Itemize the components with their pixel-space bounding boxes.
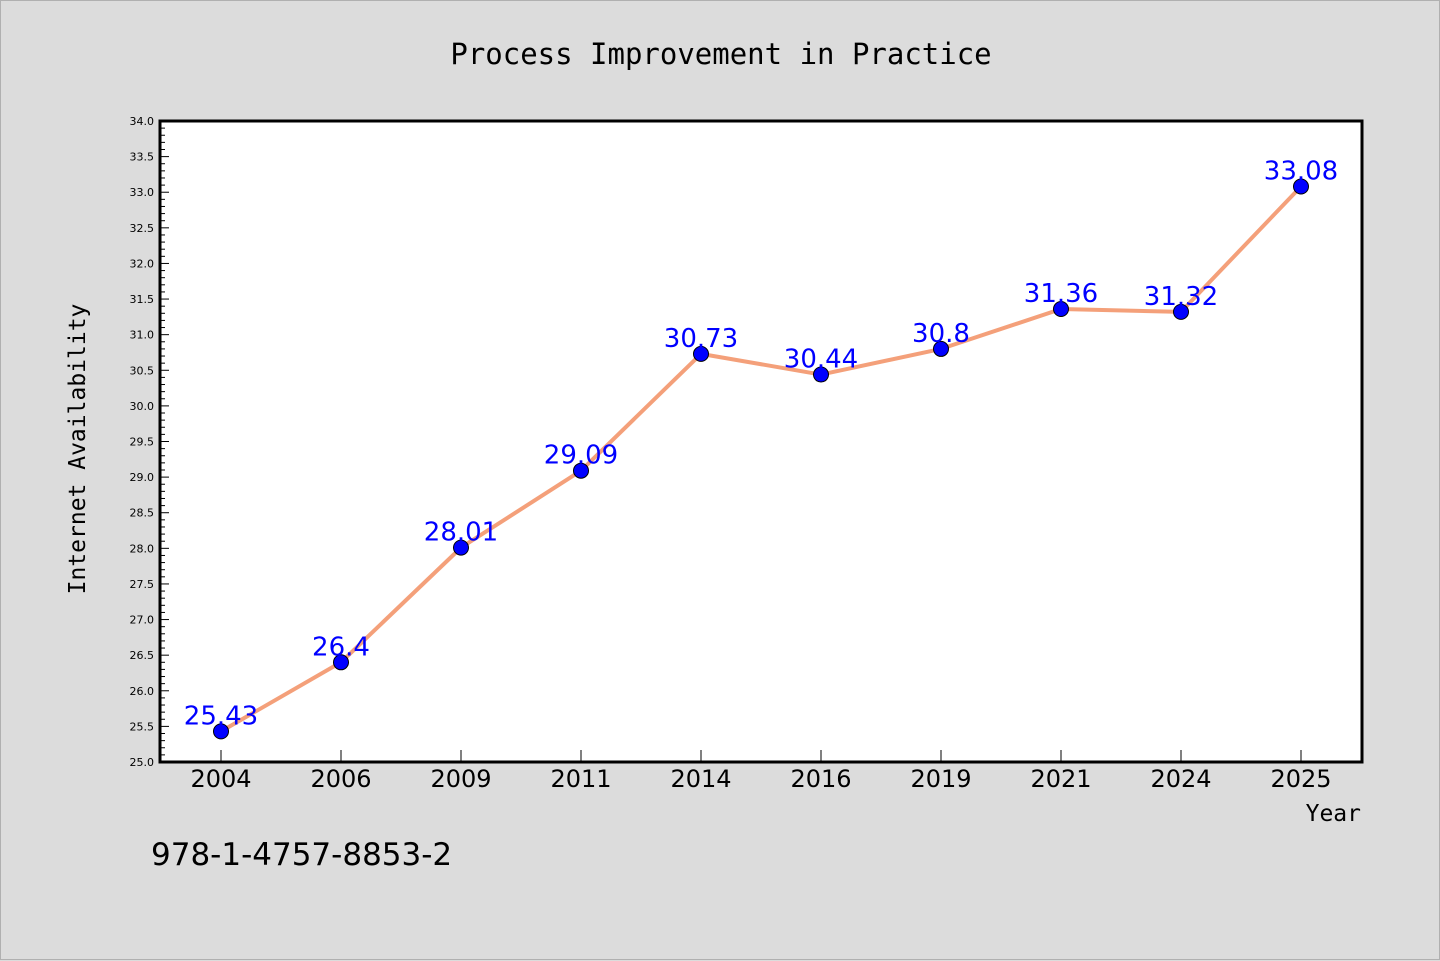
y-tick-label: 29.0 <box>130 471 155 484</box>
x-tick-label: 2021 <box>1030 765 1091 793</box>
y-tick-label: 28.5 <box>130 507 155 520</box>
data-point <box>1173 303 1189 320</box>
x-tick-label: 2011 <box>550 765 611 793</box>
y-tick-label: 33.0 <box>130 186 155 199</box>
y-tick-label: 31.0 <box>130 329 155 342</box>
data-label: 31.32 <box>1144 282 1218 312</box>
x-axis: 2004 2006 2009 2011 2014 2016 2019 2021 2024 2025 <box>190 750 1332 793</box>
x-tick-label: 2006 <box>310 765 371 793</box>
data-point <box>1293 178 1309 195</box>
data-label: 25.43 <box>184 701 258 731</box>
data-label: 30.73 <box>664 324 738 354</box>
y-axis: 25.0 25.5 26.0 26.5 27.0 27.5 28.0 28.5 29.0 29.5… <box>130 115 169 769</box>
y-tick-label: 25.5 <box>130 720 155 733</box>
y-tick-label: 30.0 <box>130 400 155 413</box>
data-point <box>693 345 709 362</box>
chart-title: Process Improvement in Practice <box>450 37 991 71</box>
data-point <box>933 340 949 357</box>
data-point <box>333 654 349 671</box>
data-label: 28.01 <box>424 518 498 548</box>
y-tick-label: 29.5 <box>130 436 155 449</box>
data-point <box>453 539 469 556</box>
data-label: 33.08 <box>1264 157 1338 187</box>
y-tick-label: 31.5 <box>130 293 155 306</box>
x-tick-label: 2019 <box>910 765 971 793</box>
footer-isbn: 978-1-4757-8853-2 <box>151 837 452 873</box>
y-tick-label: 33.5 <box>130 151 155 164</box>
data-label: 30.44 <box>784 345 858 375</box>
x-tick-label: 2024 <box>1150 765 1211 793</box>
y-tick-label: 32.5 <box>130 222 155 235</box>
y-axis-label: Internet Availability <box>65 304 91 595</box>
y-tick-label: 27.0 <box>130 614 155 627</box>
plot-area <box>158 119 1364 764</box>
data-label: 31.36 <box>1024 279 1098 309</box>
x-tick-label: 2016 <box>790 765 851 793</box>
data-label: 29.09 <box>544 441 618 471</box>
x-tick-label: 2014 <box>670 765 731 793</box>
series-line <box>219 184 1303 734</box>
y-tick-label: 30.5 <box>130 364 155 377</box>
y-tick-label: 34.0 <box>130 115 155 128</box>
data-point <box>213 723 229 740</box>
y-tick-label: 26.5 <box>130 649 155 662</box>
x-axis-label: Year <box>1306 801 1361 827</box>
x-tick-label: 2009 <box>430 765 491 793</box>
data-labels: 25.43 26.4 28.01 29.09 30.73 30.44 30.8 31.36 31… <box>184 157 1338 732</box>
data-point <box>573 462 589 479</box>
x-tick-label: 2025 <box>1270 765 1331 793</box>
y-tick-label: 32.0 <box>130 257 155 270</box>
data-label: 30.8 <box>912 319 970 349</box>
y-tick-label: 26.0 <box>130 685 155 698</box>
data-label: 26.4 <box>312 632 370 662</box>
data-point <box>1053 301 1069 318</box>
y-tick-label: 28.0 <box>130 542 155 555</box>
y-tick-label: 27.5 <box>130 578 155 591</box>
y-tick-label: 25.0 <box>130 756 155 769</box>
series <box>213 178 1309 740</box>
data-point <box>813 366 829 383</box>
x-tick-label: 2004 <box>190 765 251 793</box>
